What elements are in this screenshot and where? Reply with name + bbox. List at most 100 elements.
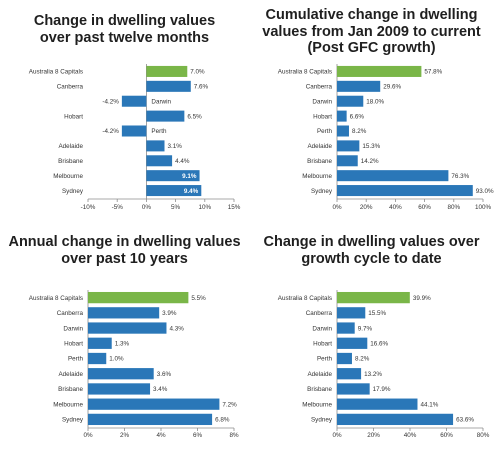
- x-tick-label: 40%: [389, 204, 402, 211]
- value-label: 14.2%: [361, 158, 379, 165]
- category-label: Hobart: [64, 340, 83, 347]
- value-label: 63.6%: [456, 417, 474, 424]
- value-label: 17.9%: [373, 386, 391, 393]
- bar: [88, 413, 213, 426]
- x-tick-label: 100%: [475, 204, 492, 211]
- value-label: 3.6%: [157, 371, 172, 378]
- category-label: Hobart: [64, 113, 83, 120]
- category-label: Melbourne: [53, 401, 83, 408]
- category-label: Melbourne: [302, 173, 332, 180]
- category-label: Sydney: [311, 417, 333, 424]
- x-tick-label: 0%: [142, 204, 152, 211]
- x-tick-label: 6%: [193, 432, 203, 439]
- value-label: 7.0%: [190, 69, 205, 76]
- category-label: Darwin: [63, 325, 83, 332]
- x-tick-label: 0%: [332, 432, 342, 439]
- category-label: Melbourne: [53, 173, 83, 180]
- x-tick-label: 10%: [198, 204, 211, 211]
- bar: [337, 80, 381, 92]
- category-label: Brisbane: [307, 158, 332, 165]
- value-label: 15.3%: [362, 143, 380, 150]
- category-label: Canberra: [57, 84, 84, 91]
- chart-title: Cumulative change in dwelling values fro…: [262, 7, 481, 56]
- chart-title: Annual change in dwelling values over pa…: [8, 234, 241, 267]
- bar: [146, 170, 200, 182]
- category-label: Perth: [317, 128, 333, 135]
- chart-panel-growth-cycle: Change in dwelling values over growth cy…: [249, 225, 498, 450]
- bar: [337, 413, 454, 426]
- value-label: 18.0%: [366, 98, 384, 105]
- value-label: 3.4%: [153, 386, 168, 393]
- category-label: Canberra: [306, 84, 333, 91]
- category-label: Sydney: [62, 188, 84, 195]
- x-tick-label: 80%: [447, 204, 460, 211]
- bar: [146, 110, 185, 122]
- bar: [337, 383, 370, 395]
- value-label: 5.5%: [191, 295, 206, 302]
- category-label: Canberra: [306, 310, 333, 317]
- bar: [337, 398, 418, 410]
- bar: [121, 95, 147, 107]
- bar: [146, 155, 173, 167]
- bar: [337, 110, 347, 122]
- value-label: 6.8%: [215, 417, 230, 424]
- value-label: 15.5%: [368, 310, 386, 317]
- bar: [337, 307, 366, 319]
- bar: [337, 322, 355, 334]
- value-label: 1.0%: [109, 356, 124, 363]
- bar-highlight: [337, 291, 410, 304]
- bar: [88, 383, 151, 395]
- bar: [88, 322, 167, 334]
- value-label: 44.1%: [420, 401, 438, 408]
- x-tick-label: 5%: [171, 204, 181, 211]
- chart-panel-post-gfc: Cumulative change in dwelling values fro…: [249, 0, 498, 225]
- x-tick-label: 4%: [156, 432, 166, 439]
- x-tick-label: 0%: [83, 432, 93, 439]
- bar: [337, 95, 364, 107]
- bar: [337, 140, 360, 152]
- bar-highlight: [88, 291, 189, 304]
- bar: [88, 368, 154, 380]
- category-label: Brisbane: [58, 158, 83, 165]
- category-label: Australia 8 Capitals: [278, 295, 332, 302]
- bar: [88, 352, 107, 365]
- value-label: -4.2%: [102, 98, 119, 105]
- category-label: Sydney: [311, 188, 333, 195]
- category-label: Perth: [68, 356, 84, 363]
- chart-panel-ten-years: Annual change in dwelling values over pa…: [0, 225, 249, 450]
- value-label: 6.5%: [187, 113, 202, 120]
- bar: [146, 80, 191, 92]
- value-label: 9.4%: [184, 188, 199, 195]
- bar: [146, 185, 202, 197]
- chart-title: Change in dwelling values over growth cy…: [263, 234, 480, 267]
- category-label: Australia 8 Capitals: [29, 69, 83, 76]
- x-tick-label: -10%: [81, 204, 96, 211]
- bar: [88, 398, 220, 410]
- bar: [337, 368, 362, 380]
- value-label: 4.3%: [169, 325, 184, 332]
- bar: [337, 155, 358, 167]
- chart-panel-twelve-months: Change in dwelling values over past twel…: [0, 0, 249, 225]
- x-tick-label: -5%: [112, 204, 124, 211]
- chart-title: Change in dwelling values over past twel…: [33, 13, 216, 46]
- value-label: 8.2%: [355, 356, 370, 363]
- category-label: Perth: [151, 128, 167, 135]
- value-label: 4.4%: [175, 158, 190, 165]
- x-tick-label: 20%: [367, 432, 380, 439]
- bar: [337, 185, 473, 197]
- bar-chart-twelve-months: -10% -5% 0% 5% 10% 15% Australia 8 Capitals 7.0…: [29, 64, 241, 211]
- bar: [337, 337, 368, 349]
- value-label: 3.9%: [162, 310, 177, 317]
- category-label: Australia 8 Capitals: [278, 69, 332, 76]
- category-label: Melbourne: [302, 401, 332, 408]
- value-label: 93.0%: [476, 188, 494, 195]
- bar: [337, 125, 349, 137]
- value-label: 9.1%: [182, 173, 197, 180]
- category-label: Hobart: [313, 340, 332, 347]
- value-label: 76.3%: [451, 173, 469, 180]
- category-label: Australia 8 Capitals: [29, 295, 83, 302]
- value-label: -4.2%: [102, 128, 119, 135]
- category-label: Adelaide: [307, 371, 332, 378]
- category-label: Hobart: [313, 113, 332, 120]
- value-label: 7.6%: [194, 84, 209, 91]
